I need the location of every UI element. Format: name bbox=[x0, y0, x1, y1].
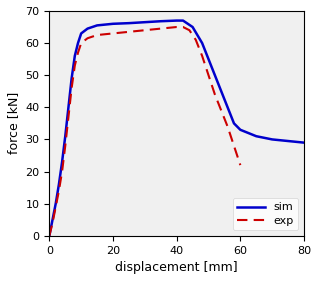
Legend: sim, exp: sim, exp bbox=[233, 198, 298, 230]
sim bbox=[213, 74, 217, 77]
sim bbox=[207, 57, 211, 61]
sim bbox=[47, 234, 51, 237]
sim bbox=[159, 20, 163, 23]
exp bbox=[232, 144, 236, 148]
X-axis label: displacement [mm]: displacement [mm] bbox=[115, 261, 238, 274]
exp bbox=[127, 30, 131, 33]
exp bbox=[63, 144, 67, 148]
exp bbox=[57, 189, 61, 192]
sim bbox=[254, 135, 258, 138]
exp bbox=[51, 221, 54, 225]
sim bbox=[60, 160, 64, 164]
sim bbox=[286, 139, 290, 143]
sim bbox=[54, 202, 58, 205]
exp bbox=[95, 33, 99, 37]
exp bbox=[76, 51, 80, 55]
sim bbox=[127, 21, 131, 25]
exp bbox=[181, 25, 185, 29]
exp bbox=[66, 115, 70, 119]
sim bbox=[66, 106, 70, 109]
exp bbox=[54, 205, 58, 209]
sim bbox=[63, 135, 67, 138]
exp bbox=[219, 109, 223, 112]
exp bbox=[238, 164, 242, 167]
sim bbox=[51, 218, 54, 221]
sim bbox=[57, 183, 61, 186]
sim bbox=[302, 141, 306, 144]
sim bbox=[111, 22, 115, 26]
exp bbox=[47, 234, 51, 237]
sim bbox=[70, 77, 73, 80]
sim bbox=[270, 138, 274, 141]
exp bbox=[159, 27, 163, 30]
exp bbox=[111, 32, 115, 35]
sim bbox=[191, 25, 195, 29]
sim bbox=[238, 128, 242, 132]
exp bbox=[73, 64, 77, 67]
sim bbox=[200, 41, 204, 45]
Y-axis label: force [kN]: force [kN] bbox=[7, 92, 20, 155]
exp bbox=[213, 93, 217, 96]
sim bbox=[73, 54, 77, 58]
sim bbox=[95, 24, 99, 27]
sim bbox=[175, 19, 179, 22]
exp bbox=[188, 29, 191, 32]
sim bbox=[181, 19, 185, 22]
sim bbox=[232, 122, 236, 125]
Line: exp: exp bbox=[49, 27, 240, 236]
exp bbox=[226, 125, 230, 128]
exp bbox=[143, 29, 147, 32]
exp bbox=[235, 154, 239, 157]
exp bbox=[70, 86, 73, 90]
exp bbox=[60, 170, 64, 173]
exp bbox=[194, 38, 198, 42]
exp bbox=[207, 74, 211, 77]
sim bbox=[86, 27, 89, 30]
sim bbox=[226, 106, 230, 109]
exp bbox=[79, 41, 83, 45]
sim bbox=[219, 90, 223, 93]
sim bbox=[79, 32, 83, 35]
exp bbox=[175, 25, 179, 29]
sim bbox=[76, 41, 80, 45]
sim bbox=[143, 21, 147, 24]
exp bbox=[200, 54, 204, 58]
Line: sim: sim bbox=[49, 21, 304, 236]
exp bbox=[86, 37, 89, 40]
